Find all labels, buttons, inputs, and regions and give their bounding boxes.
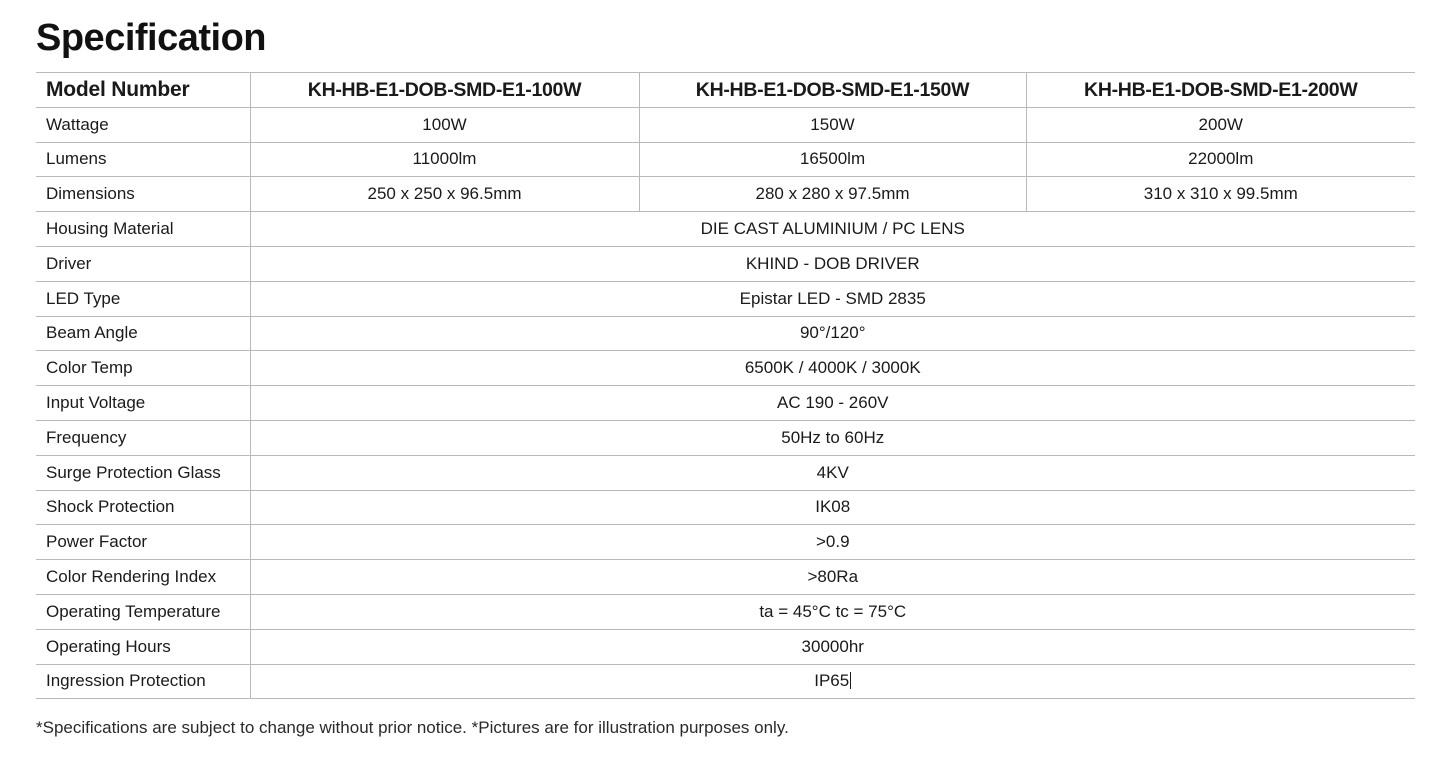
row-label-wattage: Wattage <box>36 106 251 143</box>
header-model-150w: KH-HB-E1-DOB-SMD-E1-150W <box>639 72 1027 108</box>
table-row: Dimensions 250 x 250 x 96.5mm 280 x 280 … <box>36 176 1415 213</box>
cell-wattage-100w: 100W <box>250 106 640 143</box>
cell-wattage-200w: 200W <box>1026 106 1415 143</box>
cell-dimensions-100w: 250 x 250 x 96.5mm <box>250 176 640 213</box>
table-row: Ingression Protection IP65 <box>36 663 1415 700</box>
cell-lumens-100w: 11000lm <box>250 141 640 178</box>
table-row: Wattage 100W 150W 200W <box>36 106 1415 143</box>
cell-wattage-150w: 150W <box>639 106 1027 143</box>
row-label-operating-hours: Operating Hours <box>36 628 251 665</box>
specification-table: Model Number KH-HB-E1-DOB-SMD-E1-100W KH… <box>36 72 1415 700</box>
cell-frequency: 50Hz to 60Hz <box>250 419 1415 456</box>
table-row: Driver KHIND - DOB DRIVER <box>36 245 1415 282</box>
header-model-100w: KH-HB-E1-DOB-SMD-E1-100W <box>250 72 640 108</box>
cell-housing-material: DIE CAST ALUMINIUM / PC LENS <box>250 211 1415 247</box>
table-row: Color Rendering Index >80Ra <box>36 559 1415 595</box>
cell-operating-hours: 30000hr <box>250 628 1415 665</box>
row-label-ingression-protection: Ingression Protection <box>36 663 251 700</box>
cell-ingression-protection[interactable]: IP65 <box>250 663 1415 700</box>
row-label-dimensions: Dimensions <box>36 176 251 213</box>
cell-dimensions-150w: 280 x 280 x 97.5mm <box>639 176 1027 213</box>
header-model-200w: KH-HB-E1-DOB-SMD-E1-200W <box>1026 72 1415 108</box>
table-row: Color Temp 6500K / 4000K / 3000K <box>36 350 1415 387</box>
table-row: Beam Angle 90°/120° <box>36 315 1415 352</box>
row-label-led-type: LED Type <box>36 280 251 317</box>
page-title: Specification <box>36 17 267 59</box>
footnote-disclaimer: *Specifications are subject to change wi… <box>36 718 789 737</box>
table-row: Housing Material DIE CAST ALUMINIUM / PC… <box>36 211 1415 247</box>
table-row: Frequency 50Hz to 60Hz <box>36 419 1415 456</box>
cell-lumens-150w: 16500lm <box>639 141 1027 178</box>
header-label-cell: Model Number <box>36 72 251 108</box>
cell-color-temp: 6500K / 4000K / 3000K <box>250 350 1415 387</box>
row-label-surge-protection-glass: Surge Protection Glass <box>36 454 251 491</box>
row-label-power-factor: Power Factor <box>36 524 251 561</box>
table-row: Surge Protection Glass 4KV <box>36 454 1415 491</box>
cell-surge-protection-glass: 4KV <box>250 454 1415 491</box>
table-row: Lumens 11000lm 16500lm 22000lm <box>36 141 1415 178</box>
row-label-shock-protection: Shock Protection <box>36 489 251 526</box>
cell-power-factor: >0.9 <box>250 524 1415 561</box>
table-row: Power Factor >0.9 <box>36 524 1415 561</box>
row-label-input-voltage: Input Voltage <box>36 385 251 421</box>
table-row: Input Voltage AC 190 - 260V <box>36 385 1415 421</box>
row-label-frequency: Frequency <box>36 419 251 456</box>
cell-beam-angle: 90°/120° <box>250 315 1415 352</box>
row-label-operating-temperature: Operating Temperature <box>36 593 251 630</box>
row-label-beam-angle: Beam Angle <box>36 315 251 352</box>
row-label-color-temp: Color Temp <box>36 350 251 387</box>
row-label-housing-material: Housing Material <box>36 211 251 247</box>
text-cursor <box>850 672 852 690</box>
table-row: LED Type Epistar LED - SMD 2835 <box>36 280 1415 317</box>
table-header-row: Model Number KH-HB-E1-DOB-SMD-E1-100W KH… <box>36 72 1415 108</box>
row-label-color-rendering-index: Color Rendering Index <box>36 559 251 595</box>
cell-color-rendering-index: >80Ra <box>250 559 1415 595</box>
table-row: Operating Temperature ta = 45°C tc = 75°… <box>36 593 1415 630</box>
cell-led-type: Epistar LED - SMD 2835 <box>250 280 1415 317</box>
row-label-driver: Driver <box>36 245 251 282</box>
row-label-lumens: Lumens <box>36 141 251 178</box>
ingression-protection-value: IP65 <box>814 671 850 691</box>
cell-input-voltage: AC 190 - 260V <box>250 385 1415 421</box>
cell-dimensions-200w: 310 x 310 x 99.5mm <box>1026 176 1415 213</box>
table-row: Operating Hours 30000hr <box>36 628 1415 665</box>
cell-driver: KHIND - DOB DRIVER <box>250 245 1415 282</box>
table-body: Model Number KH-HB-E1-DOB-SMD-E1-100W KH… <box>36 72 1415 700</box>
specification-table-container: Model Number KH-HB-E1-DOB-SMD-E1-100W KH… <box>36 72 1415 700</box>
cell-operating-temperature: ta = 45°C tc = 75°C <box>250 593 1415 630</box>
cell-shock-protection: IK08 <box>250 489 1415 526</box>
table-row: Shock Protection IK08 <box>36 489 1415 526</box>
cell-lumens-200w: 22000lm <box>1026 141 1415 178</box>
